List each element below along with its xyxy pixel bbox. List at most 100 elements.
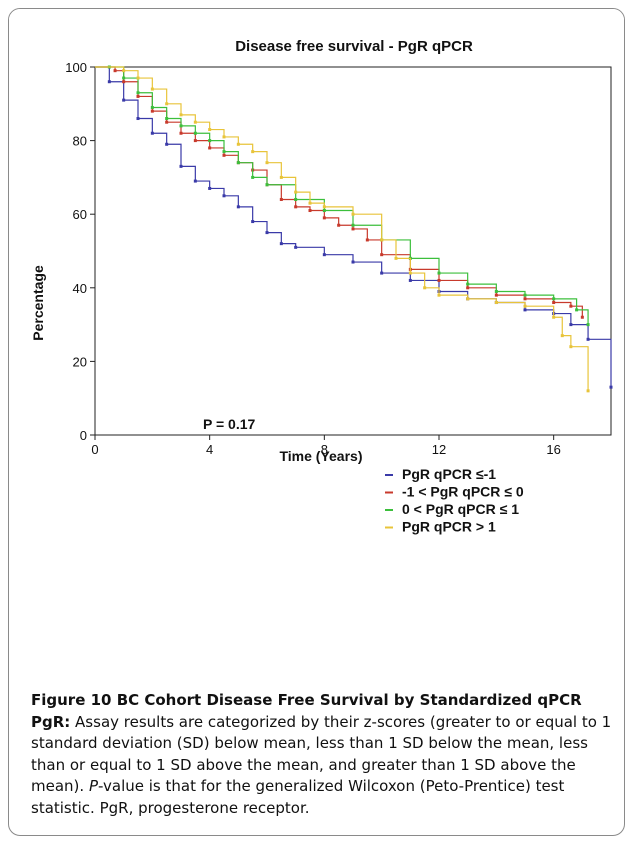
censor-mark-1	[265, 231, 269, 235]
y-tick-label: 20	[73, 354, 87, 369]
censor-mark-1	[279, 242, 283, 246]
censor-mark-4	[523, 304, 527, 308]
censor-mark-4	[423, 286, 427, 290]
figure-frame: Disease free survival - PgR qPCR Percent…	[8, 8, 625, 836]
caption-lead: PgR:	[31, 712, 71, 731]
caption-body: Assay results are categorized by their z…	[31, 712, 612, 796]
censor-mark-2	[122, 80, 126, 84]
censor-mark-2	[165, 120, 169, 124]
censor-mark-1	[179, 164, 183, 168]
censor-mark-3	[351, 223, 355, 227]
x-tick-label: 4	[206, 442, 213, 457]
censor-mark-1	[351, 260, 355, 264]
censor-mark-2	[308, 209, 312, 213]
y-axis-label: Percentage	[30, 265, 46, 341]
censor-mark-2	[113, 69, 117, 73]
censor-mark-3	[586, 323, 590, 327]
chart-title: Disease free survival - PgR qPCR	[235, 38, 473, 55]
legend-label-2: -1 < PgR qPCR ≤ 0	[402, 484, 524, 500]
censor-mark-3	[322, 209, 326, 213]
censor-mark-2	[365, 238, 369, 242]
censor-mark-3	[575, 308, 579, 312]
censor-mark-3	[294, 197, 298, 201]
censor-mark-4	[222, 135, 226, 139]
caption-p-italic: P	[88, 777, 98, 795]
censor-mark-2	[136, 94, 140, 98]
censor-mark-3	[523, 293, 527, 297]
censor-mark-3	[165, 117, 169, 121]
censor-mark-4	[193, 120, 197, 124]
censor-mark-3	[552, 297, 556, 301]
censor-mark-2	[179, 131, 183, 135]
censor-mark-2	[150, 109, 154, 113]
censor-mark-1	[165, 142, 169, 146]
survival-chart: Disease free survival - PgR qPCR Percent…	[9, 9, 624, 681]
legend-label-4: PgR qPCR > 1	[402, 519, 496, 535]
legend-label-1: PgR qPCR ≤-1	[402, 466, 496, 482]
censor-mark-2	[351, 227, 355, 231]
censor-mark-1	[208, 186, 212, 190]
censor-mark-2	[523, 297, 527, 301]
x-tick-label: 12	[432, 442, 446, 457]
censor-mark-4	[251, 150, 255, 154]
censor-mark-3	[179, 124, 183, 128]
censor-mark-3	[222, 150, 226, 154]
censor-mark-2	[322, 216, 326, 220]
censor-mark-2	[580, 315, 584, 319]
caption-title: Figure 10 BC Cohort Disease Free Surviva…	[31, 691, 582, 709]
censor-mark-3	[122, 76, 126, 80]
censor-mark-4	[122, 69, 126, 73]
censor-mark-4	[265, 161, 269, 165]
censor-mark-4	[136, 76, 140, 80]
censor-mark-1	[251, 220, 255, 224]
censor-mark-1	[523, 308, 527, 312]
legend-label-3: 0 < PgR qPCR ≤ 1	[402, 501, 519, 517]
censor-mark-4	[322, 205, 326, 209]
censor-mark-4	[308, 201, 312, 205]
censor-mark-4	[208, 128, 212, 132]
caption-tail: -value is that for the generalized Wilco…	[31, 777, 565, 817]
y-tick-label: 0	[80, 428, 87, 443]
censor-mark-1	[408, 278, 412, 282]
censor-mark-2	[437, 278, 441, 282]
censor-mark-1	[586, 337, 590, 341]
censor-mark-3	[437, 271, 441, 275]
censor-mark-2	[494, 293, 498, 297]
censor-mark-3	[193, 131, 197, 135]
y-tick-label: 80	[73, 134, 87, 149]
series-line-3	[95, 66, 589, 325]
y-tick-label: 100	[65, 60, 87, 75]
y-tick-label: 60	[73, 207, 87, 222]
censor-mark-2	[569, 304, 573, 308]
censor-mark-4	[236, 142, 240, 146]
x-tick-label: 0	[91, 442, 98, 457]
censor-mark-1	[380, 271, 384, 275]
censor-mark-1	[609, 385, 613, 389]
censor-mark-3	[236, 161, 240, 165]
censor-mark-4	[560, 334, 564, 338]
censor-mark-4	[437, 293, 441, 297]
censor-mark-4	[569, 345, 573, 349]
censor-mark-1	[122, 98, 126, 102]
censor-mark-1	[236, 205, 240, 209]
censor-mark-1	[222, 194, 226, 198]
censor-mark-3	[150, 105, 154, 109]
censor-mark-4	[179, 113, 183, 117]
censor-mark-2	[552, 301, 556, 305]
censor-mark-1	[294, 245, 298, 249]
censor-mark-4	[279, 175, 283, 179]
censor-mark-4	[165, 102, 169, 106]
censor-mark-3	[251, 175, 255, 179]
censor-mark-3	[466, 282, 470, 286]
censor-mark-2	[466, 286, 470, 290]
censor-mark-3	[136, 91, 140, 95]
censor-mark-3	[494, 289, 498, 293]
censor-mark-4	[294, 190, 298, 194]
censor-mark-4	[586, 389, 590, 393]
censor-mark-2	[193, 139, 197, 143]
censor-mark-4	[408, 271, 412, 275]
censor-mark-4	[380, 238, 384, 242]
censor-mark-1	[193, 179, 197, 183]
censor-mark-1	[150, 131, 154, 135]
y-tick-label: 40	[73, 281, 87, 296]
